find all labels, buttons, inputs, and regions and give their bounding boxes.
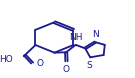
Text: O: O	[36, 59, 43, 68]
Text: S: S	[87, 61, 92, 70]
Text: O: O	[63, 65, 70, 74]
Text: HO: HO	[0, 55, 13, 64]
Text: N: N	[92, 30, 99, 39]
Text: NH: NH	[69, 33, 82, 42]
